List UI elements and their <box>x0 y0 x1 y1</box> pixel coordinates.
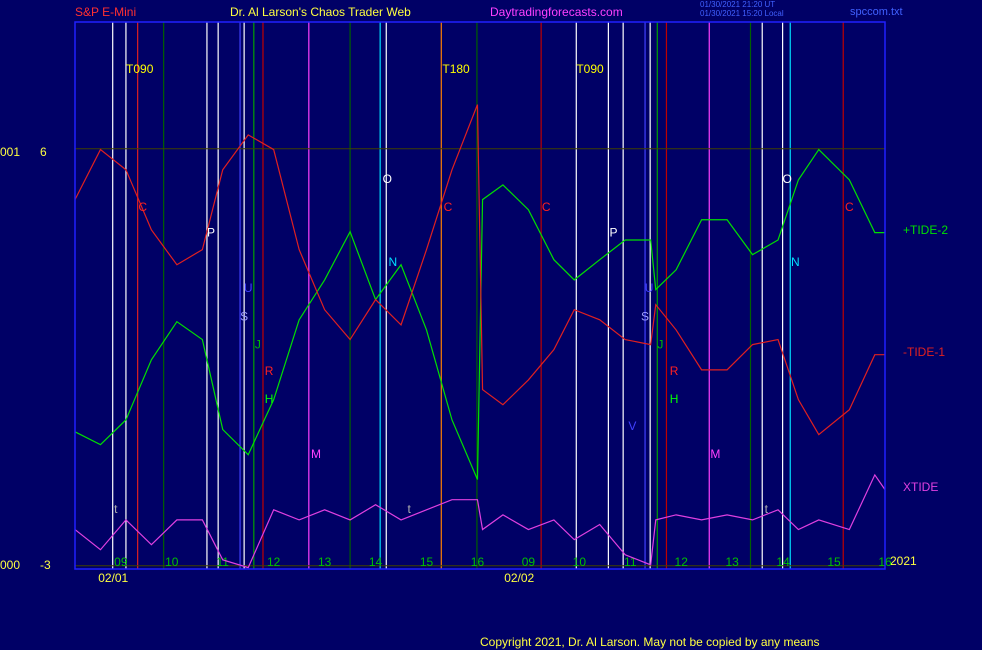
event-label: V <box>628 419 636 433</box>
x-tick-label: 13 <box>318 555 332 569</box>
series-line <box>74 148 885 480</box>
event-label: N <box>389 255 398 269</box>
x-tick-label: 12 <box>267 555 281 569</box>
x-tick-label: 14 <box>369 555 383 569</box>
event-label: J <box>657 338 663 352</box>
y-side-label: 000 <box>0 558 20 572</box>
event-label: R <box>265 364 274 378</box>
event-label: t <box>114 502 118 516</box>
x-tick-label: 10 <box>165 555 179 569</box>
event-label: P <box>609 226 617 240</box>
x-tick-label: 16 <box>471 555 485 569</box>
series-label: XTIDE <box>903 480 938 494</box>
event-label: S <box>641 310 649 324</box>
event-label: O <box>783 172 792 186</box>
event-label: N <box>791 255 800 269</box>
series-line <box>74 473 886 569</box>
event-label: H <box>670 392 679 406</box>
chart-title: Dr. Al Larson's Chaos Trader Web <box>230 5 411 19</box>
event-label: T090 <box>576 62 604 76</box>
event-label: U <box>645 281 654 295</box>
symbol: S&P E-Mini <box>75 5 136 19</box>
event-label: C <box>444 200 453 214</box>
y-tick-label: -3 <box>40 558 51 572</box>
date-label: 02/02 <box>504 571 534 585</box>
event-label: P <box>207 226 215 240</box>
series-line <box>74 104 885 436</box>
x-tick-label: 10 <box>573 555 587 569</box>
event-label: C <box>845 200 854 214</box>
file-name: spccom.txt <box>850 6 903 18</box>
timestamp: 01/30/2021 15:20 Local <box>700 9 784 18</box>
x-tick-label: 12 <box>675 555 689 569</box>
x-tick-label: 13 <box>725 555 739 569</box>
event-label: M <box>710 447 720 461</box>
event-label: H <box>265 392 274 406</box>
y-tick-label: 6 <box>40 145 47 159</box>
x-tick-label: 15 <box>420 555 434 569</box>
event-label: T090 <box>126 62 154 76</box>
x-tick-label: 14 <box>776 555 790 569</box>
x-tick-label: 09 <box>114 555 128 569</box>
event-label: R <box>670 364 679 378</box>
x-tick-label: 15 <box>827 555 841 569</box>
timestamp: 01/30/2021 21:20 UT <box>700 0 775 9</box>
x-tick-label: 09 <box>522 555 536 569</box>
x-tick-label: 11 <box>217 555 230 569</box>
event-label: S <box>240 310 248 324</box>
event-label: t <box>408 502 412 516</box>
event-label: M <box>311 447 321 461</box>
date-label: 02/01 <box>98 571 128 585</box>
website: Daytradingforecasts.com <box>490 5 623 19</box>
plot-frame <box>74 21 886 570</box>
event-label: C <box>138 200 147 214</box>
series-label: -TIDE-1 <box>903 345 945 359</box>
event-label: T180 <box>442 62 470 76</box>
event-label: O <box>383 172 392 186</box>
event-label: C <box>542 200 551 214</box>
series-label: +TIDE-2 <box>903 223 948 237</box>
copyright: Copyright 2021, Dr. Al Larson. May not b… <box>480 635 820 649</box>
y-side-label: 001 <box>0 145 20 159</box>
event-label: U <box>244 281 253 295</box>
event-label: J <box>255 338 261 352</box>
event-label: t <box>765 502 769 516</box>
year: 2021 <box>890 554 917 568</box>
